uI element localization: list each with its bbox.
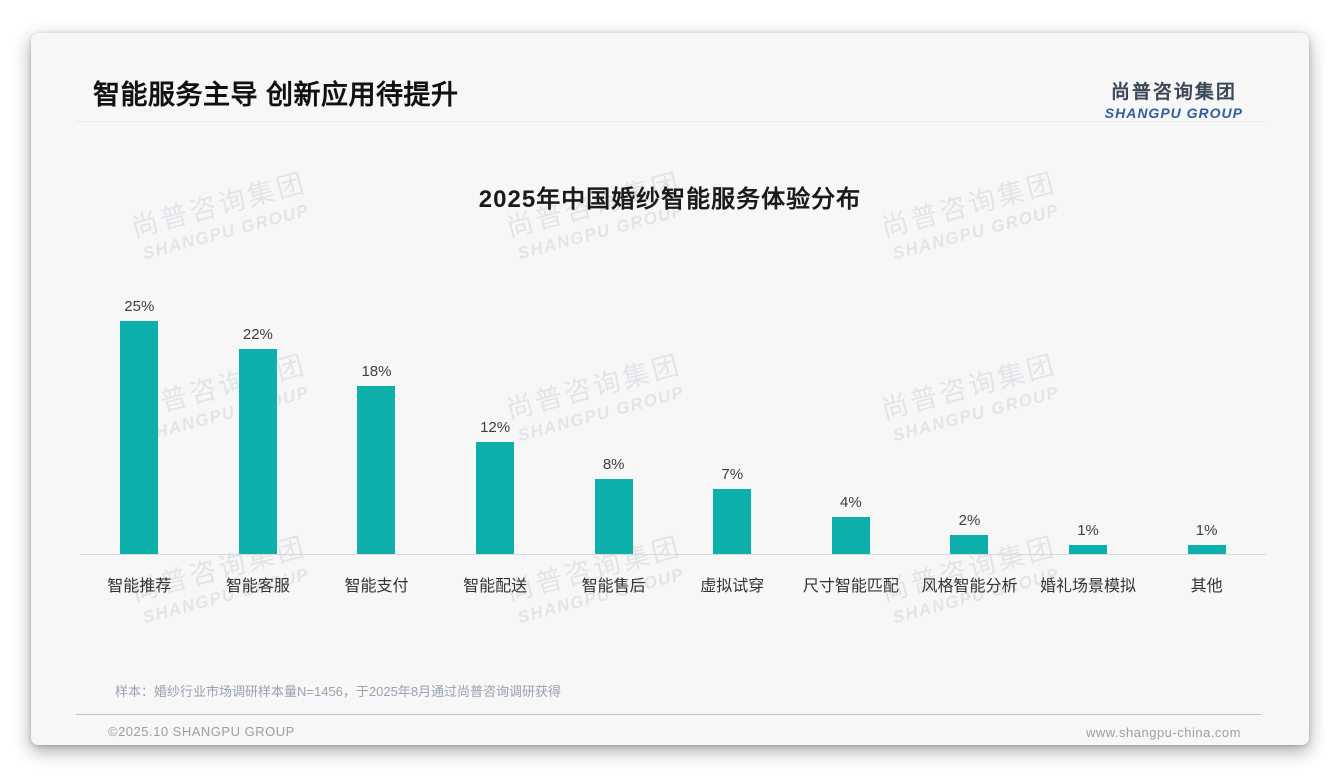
bar bbox=[594, 479, 633, 554]
footer-copyright: ©2025.10 SHANGPU GROUP bbox=[108, 724, 295, 739]
category-label: 尺寸智能匹配 bbox=[802, 578, 899, 595]
chart-column: 7% bbox=[673, 466, 792, 554]
bar-value-label: 7% bbox=[721, 466, 744, 483]
bar-value-label: 8% bbox=[602, 456, 625, 473]
bar-value-label: 18% bbox=[361, 363, 392, 380]
category-label: 智能客服 bbox=[225, 578, 290, 595]
footer-divider bbox=[76, 714, 1261, 715]
bar bbox=[476, 442, 515, 554]
bar-value-label: 1% bbox=[1077, 522, 1099, 539]
category-label: 风格智能分析 bbox=[921, 578, 1018, 595]
bar bbox=[831, 517, 870, 554]
bar-value-label: 4% bbox=[840, 494, 862, 511]
bar bbox=[357, 386, 396, 554]
category-label: 其他 bbox=[1190, 578, 1223, 595]
title-divider bbox=[75, 121, 1265, 122]
chart-column: 1% bbox=[1029, 522, 1148, 554]
bar-value-label: 22% bbox=[242, 326, 273, 343]
bar-value-label: 2% bbox=[958, 512, 981, 529]
chart-column: 22% bbox=[199, 326, 318, 554]
bar-value-label: 25% bbox=[124, 298, 155, 315]
bar-chart: 25% 22% 18% 12% 8% 7% 4% 2% 1% 1% 智能推荐 智能客服 智能支付 智能配… bbox=[80, 288, 1266, 596]
chart-category-axis: 智能推荐 智能客服 智能支付 智能配送 智能售后 虚拟试穿 尺寸智能匹配 风格智能分析 婚礼场景… bbox=[80, 555, 1266, 596]
bar-value-label: 12% bbox=[480, 419, 511, 436]
chart-title: 2025年中国婚纱智能服务体验分布 bbox=[478, 186, 862, 213]
chart-plot-area: 25% 22% 18% 12% 8% 7% 4% 2% 1% 1% bbox=[80, 288, 1266, 555]
footer-website: www.shangpu-china.com bbox=[1085, 725, 1241, 740]
logo-text-cn: 尚普咨询集团 bbox=[1110, 82, 1237, 103]
sample-footnote: 样本：婚纱行业市场调研样本量N=1456，于2025年8月通过尚普咨询调研获得 bbox=[115, 684, 562, 699]
category-label: 智能售后 bbox=[581, 578, 646, 595]
category-label: 智能推荐 bbox=[107, 578, 172, 595]
chart-column: 8% bbox=[554, 456, 673, 554]
bar bbox=[120, 321, 159, 554]
chart-column: 2% bbox=[910, 512, 1029, 554]
bar-value-label: 1% bbox=[1195, 522, 1218, 539]
chart-column: 18% bbox=[317, 363, 436, 554]
slide-card: 尚普咨询集团 SHANGPU GROUP 尚普咨询集团 SHANGPU GROUP 尚普… bbox=[31, 33, 1309, 745]
bar bbox=[713, 489, 752, 554]
chart-column: 25% bbox=[80, 298, 199, 554]
category-label: 智能配送 bbox=[463, 578, 528, 595]
company-logo: 尚普咨询集团 SHANGPU GROUP bbox=[1105, 77, 1243, 121]
bar bbox=[1187, 545, 1226, 554]
category-label: 智能支付 bbox=[344, 578, 409, 595]
category-label: 婚礼场景模拟 bbox=[1040, 578, 1137, 595]
category-label: 虚拟试穿 bbox=[700, 578, 765, 595]
bar bbox=[1069, 545, 1108, 554]
bar bbox=[950, 535, 989, 554]
chart-column: 1% bbox=[1147, 522, 1266, 554]
chart-column: 4% bbox=[792, 494, 911, 554]
bar bbox=[238, 349, 277, 554]
chart-column: 12% bbox=[436, 419, 555, 554]
logo-text-en: SHANGPU GROUP bbox=[1104, 105, 1243, 121]
page-title: 智能服务主导 创新应用待提升 bbox=[93, 80, 459, 110]
